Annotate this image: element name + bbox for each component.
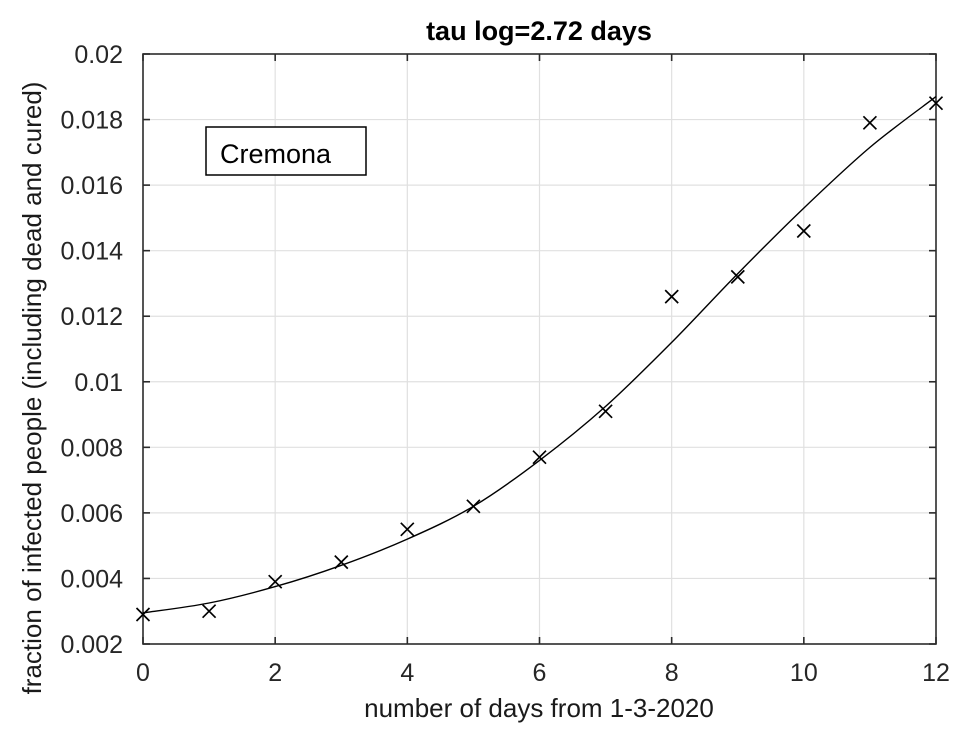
x-marker	[928, 96, 944, 111]
fit-curve	[142, 96, 937, 614]
y-tick-label: 0.002	[60, 631, 123, 659]
x-marker	[334, 554, 349, 570]
y-tick-label: 0.008	[60, 434, 123, 462]
x-marker	[730, 269, 745, 285]
x-axis-label: number of days from 1-3-2020	[364, 693, 714, 723]
x-marker	[664, 289, 679, 304]
x-marker	[135, 607, 151, 622]
x-marker	[862, 115, 878, 130]
y-axis-label: fraction of infected people (including d…	[17, 82, 47, 695]
y-tick-label: 0.02	[74, 41, 123, 69]
x-tick-label: 0	[136, 659, 150, 687]
plot-series	[135, 96, 944, 622]
y-tick-label: 0.018	[60, 107, 123, 135]
y-tick-label: 0.014	[60, 238, 123, 266]
gridlines	[143, 54, 936, 644]
annotation-border	[205, 126, 367, 176]
x-marker	[268, 574, 283, 589]
y-tick-label: 0.016	[60, 172, 123, 200]
y-tick-label: 0.012	[60, 303, 123, 331]
x-tick-label: 2	[268, 659, 282, 687]
y-tick-label: 0.004	[60, 565, 123, 593]
x-tick-label: 10	[790, 659, 818, 687]
x-tick-label: 6	[533, 659, 547, 687]
x-marker	[796, 223, 811, 239]
data-markers	[135, 96, 944, 622]
y-tick-label: 0.01	[74, 369, 123, 397]
x-tick-label: 4	[400, 659, 414, 687]
chart-title: tau log=2.72 days	[426, 16, 652, 46]
x-marker	[201, 604, 217, 619]
x-marker	[400, 522, 415, 537]
annotation-label: Cremona	[220, 139, 332, 169]
x-marker	[532, 450, 547, 465]
x-marker	[598, 404, 613, 419]
axes-box-and-ticks	[142, 53, 937, 645]
y-tick-label: 0.006	[60, 500, 123, 528]
x-marker	[466, 499, 481, 514]
x-tick-label: 12	[922, 659, 950, 687]
annotation-textbox: Cremona	[205, 126, 367, 176]
tick-labels: 0 2 4 6 8 10 12 0.002 0.004 0.006 0.008 0.01 0.012 0.…	[60, 41, 949, 687]
x-tick-label: 8	[665, 659, 679, 687]
